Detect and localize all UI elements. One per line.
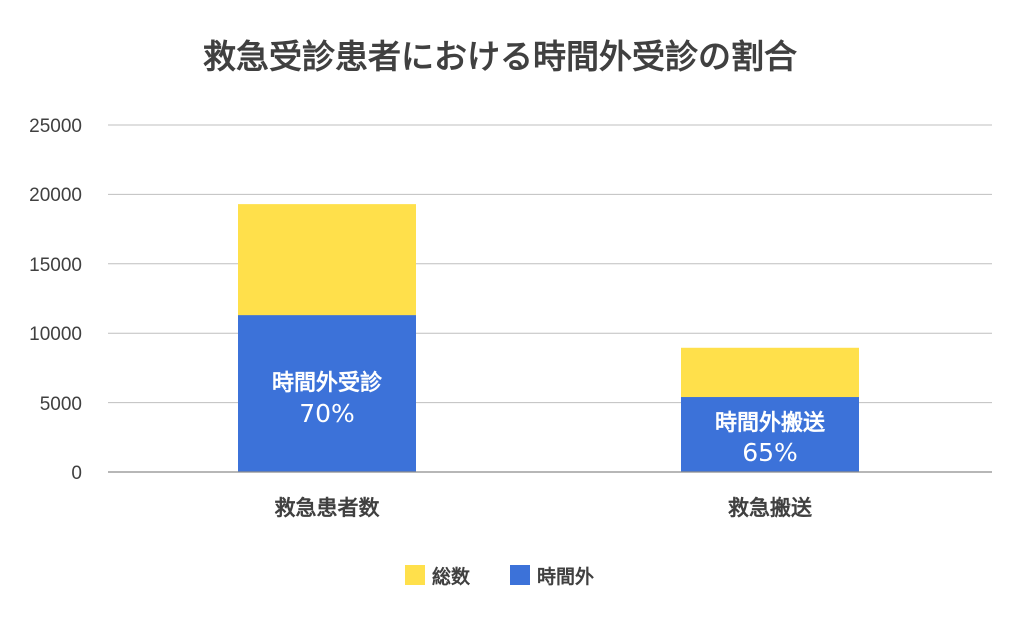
bar-after-hours-1 <box>681 397 859 472</box>
y-tick-label: 25000 <box>29 116 82 137</box>
bar-label-text: 時間外受診 <box>272 370 383 396</box>
bars <box>238 204 859 472</box>
legend: 総数 時間外 <box>405 565 594 588</box>
legend-label-total: 総数 <box>432 565 471 588</box>
chart-title: 救急受診患者における時間外受診の割合 <box>203 37 797 76</box>
legend-swatch-after-hours <box>510 565 530 585</box>
y-axis-ticks: 0 5000 10000 15000 20000 25000 <box>29 116 82 484</box>
y-tick-label: 0 <box>71 463 82 484</box>
bar-label-pct: 70% <box>299 399 355 428</box>
x-axis-categories: 救急患者数 救急搬送 <box>275 496 813 520</box>
category-label: 救急患者数 <box>275 496 381 520</box>
y-tick-label: 20000 <box>29 185 82 206</box>
legend-label-after-hours: 時間外 <box>537 565 594 588</box>
category-label: 救急搬送 <box>728 496 813 520</box>
bar-label-pct: 65% <box>742 438 798 467</box>
y-tick-label: 5000 <box>40 394 82 415</box>
y-tick-label: 15000 <box>29 255 82 276</box>
bar-after-hours-0 <box>238 315 416 472</box>
legend-swatch-total <box>405 565 425 585</box>
bar-labels: 時間外受診 70% 時間外搬送 65% <box>272 370 825 467</box>
y-tick-label: 10000 <box>29 324 82 345</box>
bar-label-text: 時間外搬送 <box>715 410 825 436</box>
